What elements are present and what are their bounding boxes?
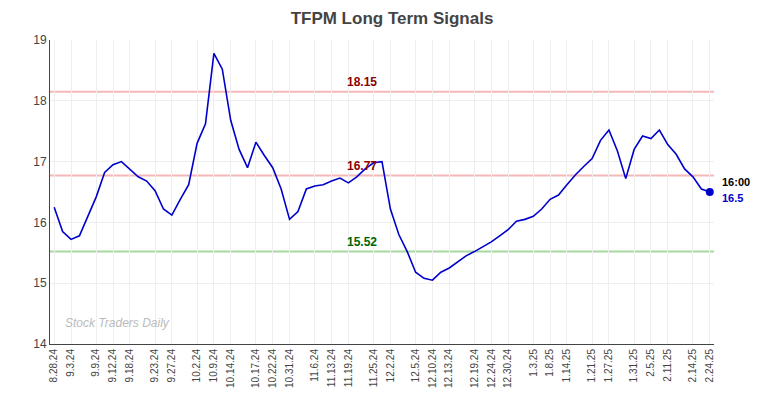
svg-text:9.9.24: 9.9.24 [90,349,101,377]
svg-text:18: 18 [33,94,47,108]
svg-text:12.2.24: 12.2.24 [385,349,396,383]
svg-text:10.22.24: 10.22.24 [267,349,278,388]
svg-text:11.19.24: 11.19.24 [343,349,354,388]
svg-text:2.24.25: 2.24.25 [704,349,715,383]
svg-text:12.5.24: 12.5.24 [410,349,421,383]
svg-text:17: 17 [33,155,47,169]
svg-text:16: 16 [33,216,47,230]
svg-text:19: 19 [33,33,47,47]
svg-text:1.14.25: 1.14.25 [561,349,572,383]
svg-text:15.52: 15.52 [347,235,377,249]
svg-text:11.6.24: 11.6.24 [309,349,320,382]
svg-text:10.31.24: 10.31.24 [284,349,295,388]
svg-text:2.11.25: 2.11.25 [662,349,673,382]
svg-text:9.12.24: 9.12.24 [107,349,118,383]
svg-text:9.23.24: 9.23.24 [149,349,160,383]
svg-text:11.13.24: 11.13.24 [326,349,337,388]
svg-text:9.3.24: 9.3.24 [65,349,76,377]
svg-text:1.8.25: 1.8.25 [544,349,555,377]
svg-text:12.30.24: 12.30.24 [502,349,513,388]
svg-text:12.19.24: 12.19.24 [469,349,480,388]
svg-text:2.14.25: 2.14.25 [687,349,698,383]
svg-text:16:00: 16:00 [722,176,750,188]
svg-text:Stock Traders Daily: Stock Traders Daily [65,316,170,330]
svg-text:9.27.24: 9.27.24 [166,349,177,383]
svg-text:18.15: 18.15 [347,75,377,89]
svg-text:2.5.25: 2.5.25 [645,349,656,377]
svg-text:16.77: 16.77 [347,159,377,173]
svg-text:14: 14 [33,337,47,351]
svg-text:16.5: 16.5 [722,192,743,204]
svg-text:1.3.25: 1.3.25 [528,349,539,377]
svg-text:12.10.24: 12.10.24 [427,349,438,388]
svg-text:1.31.25: 1.31.25 [628,349,639,383]
svg-text:10.14.24: 10.14.24 [225,349,236,388]
svg-text:1.21.25: 1.21.25 [586,349,597,383]
svg-text:15: 15 [33,276,47,290]
svg-text:10.9.24: 10.9.24 [208,349,219,383]
svg-text:11.25.24: 11.25.24 [368,349,379,388]
svg-text:1.27.25: 1.27.25 [603,349,614,383]
svg-text:12.24.24: 12.24.24 [486,349,497,388]
svg-text:10.2.24: 10.2.24 [191,349,202,383]
svg-text:10.17.24: 10.17.24 [250,349,261,388]
svg-text:12.13.24: 12.13.24 [443,349,454,388]
svg-text:9.18.24: 9.18.24 [124,349,135,383]
svg-text:TFPM Long Term Signals: TFPM Long Term Signals [291,9,494,28]
svg-text:8.28.24: 8.28.24 [48,349,59,383]
